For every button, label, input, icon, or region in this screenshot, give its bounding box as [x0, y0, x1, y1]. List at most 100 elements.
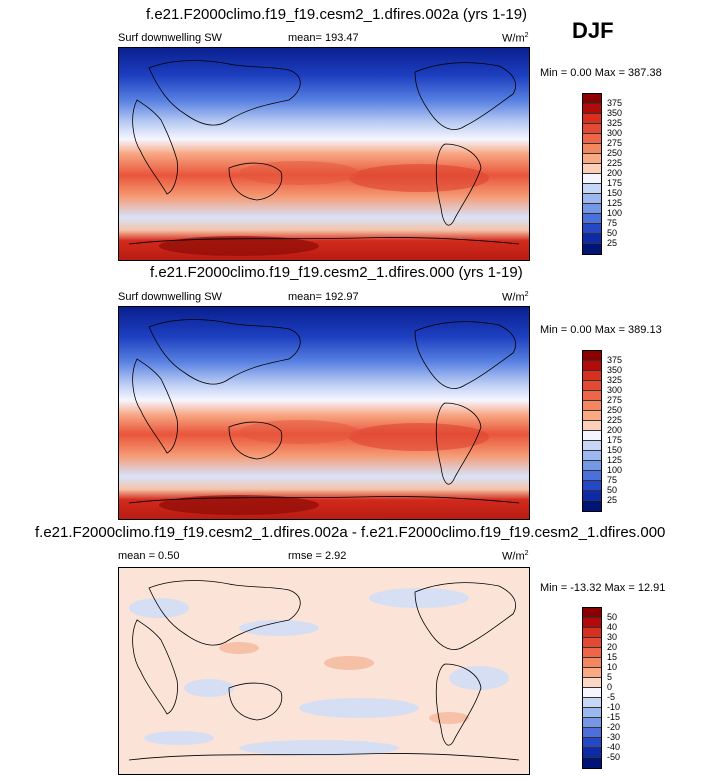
colorbar-swatch: [583, 174, 601, 184]
panel-diff-map: [118, 567, 530, 775]
panel-top-variable-label: Surf downwelling SW: [118, 32, 222, 44]
panel-diff-map-svg: [119, 568, 529, 774]
colorbar-tick-label: 375: [607, 355, 623, 365]
colorbar-tick-label: 350: [607, 365, 623, 375]
colorbar-tick-label: -15: [607, 712, 621, 722]
colorbar-tick-label: 375: [607, 98, 623, 108]
colorbar-tick-label: 25: [607, 495, 618, 505]
panel-top-map-svg: [119, 48, 529, 260]
colorbar-swatch: [583, 144, 601, 154]
colorbar-tick-label: 125: [607, 198, 623, 208]
colorbar-swatch: [583, 738, 601, 748]
colorbar-tick-label: 225: [607, 158, 623, 168]
colorbar-swatch: [583, 638, 601, 648]
colorbar-tick-label: 10: [607, 662, 618, 672]
colorbar-tick-label: 250: [607, 405, 623, 415]
panel-top-colorbar: [582, 93, 602, 255]
colorbar-tick-label: 50: [607, 228, 618, 238]
colorbar-tick-label: -30: [607, 732, 621, 742]
panel-top-mean-label: mean= 193.47: [288, 32, 359, 44]
colorbar-tick-label: 40: [607, 622, 618, 632]
panel-diff-colorbar: [582, 607, 602, 769]
colorbar-tick-label: 250: [607, 148, 623, 158]
colorbar-swatch: [583, 668, 601, 678]
panel-diff-units-label: W/m2: [502, 550, 529, 563]
colorbar-tick-label: 100: [607, 208, 623, 218]
colorbar-swatch: [583, 431, 601, 441]
colorbar-swatch: [583, 134, 601, 144]
colorbar-swatch: [583, 758, 601, 768]
colorbar-tick-label: 275: [607, 395, 623, 405]
panel-top-map: [118, 47, 530, 261]
panel-diff-title: f.e21.F2000climo.f19_f19.cesm2_1.dfires.…: [35, 524, 666, 541]
colorbar-tick-label: 5: [607, 672, 613, 682]
colorbar-tick-label: 175: [607, 435, 623, 445]
colorbar-swatch: [583, 708, 601, 718]
colorbar-swatch: [583, 104, 601, 114]
panel-diff-rmse-label: rmse = 2.92: [288, 550, 347, 562]
colorbar-swatch: [583, 678, 601, 688]
colorbar-swatch: [583, 381, 601, 391]
colorbar-tick-label: 200: [607, 425, 623, 435]
colorbar-swatch: [583, 204, 601, 214]
panel-middle-map: [118, 306, 530, 520]
colorbar-tick-label: 50: [607, 485, 618, 495]
colorbar-tick-label: 30: [607, 632, 618, 642]
colorbar-swatch: [583, 618, 601, 628]
colorbar-tick-label: -20: [607, 722, 621, 732]
colorbar-swatch: [583, 441, 601, 451]
colorbar-tick-label: 100: [607, 465, 623, 475]
panel-middle-colorbar: [582, 350, 602, 512]
colorbar-tick-label: 0: [607, 682, 613, 692]
colorbar-tick-label: 75: [607, 475, 618, 485]
colorbar-swatch: [583, 481, 601, 491]
colorbar-tick-label: 325: [607, 375, 623, 385]
colorbar-swatch: [583, 698, 601, 708]
colorbar-swatch: [583, 628, 601, 638]
colorbar-swatch: [583, 124, 601, 134]
colorbar-tick-label: 225: [607, 415, 623, 425]
panel-top-units-label: W/m2: [502, 32, 529, 45]
panel-middle-variable-label: Surf downwelling SW: [118, 291, 222, 303]
colorbar-swatch: [583, 688, 601, 698]
colorbar-tick-label: -40: [607, 742, 621, 752]
colorbar-swatch: [583, 411, 601, 421]
colorbar-swatch: [583, 351, 601, 361]
colorbar-swatch: [583, 391, 601, 401]
colorbar-tick-label: 25: [607, 238, 618, 248]
colorbar-swatch: [583, 461, 601, 471]
colorbar-swatch: [583, 501, 601, 511]
colorbar-swatch: [583, 234, 601, 244]
colorbar-swatch: [583, 361, 601, 371]
colorbar-tick-label: 75: [607, 218, 618, 228]
colorbar-swatch: [583, 451, 601, 461]
colorbar-tick-label: 15: [607, 652, 618, 662]
colorbar-tick-label: 300: [607, 385, 623, 395]
panel-middle-units-label: W/m2: [502, 291, 529, 304]
colorbar-tick-label: -5: [607, 692, 616, 702]
season-label: DJF: [572, 18, 614, 43]
colorbar-swatch: [583, 718, 601, 728]
colorbar-swatch: [583, 421, 601, 431]
panel-middle-mean-label: mean= 192.97: [288, 291, 359, 303]
colorbar-swatch: [583, 471, 601, 481]
colorbar-swatch: [583, 224, 601, 234]
colorbar-swatch: [583, 748, 601, 758]
panel-middle-title: f.e21.F2000climo.f19_f19.cesm2_1.dfires.…: [150, 264, 523, 281]
colorbar-tick-label: 175: [607, 178, 623, 188]
colorbar-swatch: [583, 154, 601, 164]
colorbar-swatch: [583, 164, 601, 174]
colorbar-tick-label: 150: [607, 445, 623, 455]
colorbar-swatch: [583, 491, 601, 501]
colorbar-tick-label: -10: [607, 702, 621, 712]
colorbar-tick-label: 275: [607, 138, 623, 148]
colorbar-swatch: [583, 648, 601, 658]
panel-middle-minmax: Min = 0.00 Max = 389.13: [540, 324, 662, 336]
colorbar-swatch: [583, 194, 601, 204]
colorbar-swatch: [583, 94, 601, 104]
colorbar-swatch: [583, 214, 601, 224]
colorbar-tick-label: 20: [607, 642, 618, 652]
colorbar-tick-label: 350: [607, 108, 623, 118]
colorbar-tick-label: 325: [607, 118, 623, 128]
colorbar-tick-label: -50: [607, 752, 621, 762]
